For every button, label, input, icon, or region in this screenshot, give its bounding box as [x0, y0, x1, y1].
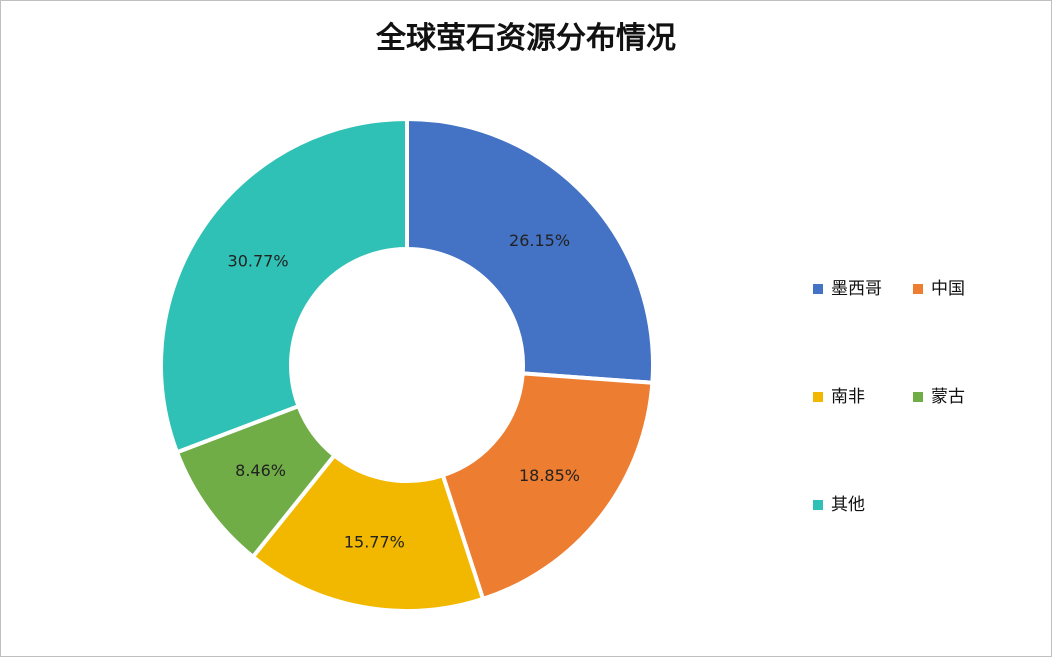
chart-title: 全球萤石资源分布情况: [375, 21, 676, 56]
legend-label: 蒙古: [931, 387, 965, 407]
legend-label: 南非: [831, 387, 865, 407]
legend-label: 墨西哥: [831, 279, 882, 299]
data-label: 18.85%: [519, 466, 580, 485]
legend-swatch: [813, 392, 823, 402]
data-label: 8.46%: [235, 461, 286, 480]
legend-swatch: [913, 392, 923, 402]
data-label: 26.15%: [509, 231, 570, 250]
data-label: 30.77%: [228, 252, 289, 271]
legend-label: 其他: [831, 495, 865, 515]
donut-slice: [159, 116, 409, 455]
donut-slice: [250, 452, 486, 613]
donut-slice: [405, 116, 655, 385]
legend-swatch: [913, 284, 923, 294]
legend-swatch: [813, 284, 823, 294]
data-label: 15.77%: [344, 533, 405, 552]
legend-label: 中国: [931, 279, 965, 299]
legend-swatch: [813, 500, 823, 510]
donut-slice: [440, 371, 655, 602]
